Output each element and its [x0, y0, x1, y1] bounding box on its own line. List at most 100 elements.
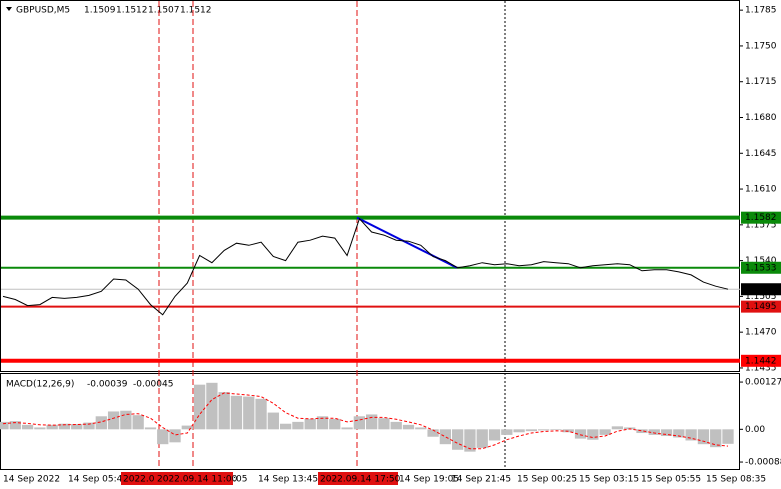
- macd-bar: [292, 421, 304, 430]
- ohlc-value: 1.1512: [180, 6, 212, 16]
- macd-bar: [538, 429, 550, 431]
- macd-bar: [329, 418, 341, 430]
- indicator-value: -0.00039: [87, 380, 128, 390]
- macd-bar: [574, 429, 587, 439]
- macd-bar: [353, 416, 365, 430]
- level-box: [741, 354, 781, 367]
- y-tick-label: 1.1505: [745, 292, 777, 302]
- y-tick-label: 1.1610: [745, 185, 777, 195]
- macd-bar: [181, 425, 193, 430]
- y-tick-label: 1.1435: [745, 363, 777, 373]
- macd-bar: [513, 429, 525, 433]
- macd-bar: [157, 429, 169, 445]
- macd-bar: [279, 423, 292, 430]
- marker-label-box: [155, 472, 233, 485]
- current-price-label: 1.1512: [745, 285, 777, 295]
- macd-bar: [255, 398, 267, 430]
- y-tick-label: 1.1645: [745, 149, 777, 159]
- marker-label-box: [121, 472, 158, 485]
- indicator-title: MACD(12,26,9): [6, 380, 74, 390]
- macd-bar: [83, 422, 95, 430]
- y-tick-label: 1.1715: [745, 77, 777, 87]
- macd-bar: [587, 429, 599, 440]
- level-label: 1.1442: [745, 356, 777, 366]
- y-tick-label: 1.1680: [745, 113, 777, 123]
- x-tick-label: :05: [233, 475, 247, 485]
- macd-bar: [685, 429, 697, 441]
- macd-bar: [193, 384, 206, 430]
- marker-label-box: [318, 472, 398, 485]
- x-tick-label: 14 Sep 2022: [3, 475, 60, 485]
- y-tick-label: 0.00127: [745, 378, 781, 388]
- macd-bar: [144, 427, 157, 430]
- y-tick-label: 1.1575: [745, 220, 777, 230]
- macd-bar: [402, 424, 415, 430]
- macd-bar: [697, 429, 710, 445]
- marker-label: 2022.09.14 17:50: [320, 475, 401, 485]
- price-frame: [0, 0, 740, 372]
- level-label: 1.1533: [745, 263, 777, 273]
- macd-bar: [415, 427, 427, 430]
- x-tick-label: 15 Sep 03:15: [579, 475, 639, 485]
- macd-bar: [611, 426, 624, 430]
- macd-bar: [21, 424, 34, 430]
- macd-bar: [218, 392, 230, 430]
- x-tick-label: 14 Sep 13:45: [258, 475, 318, 485]
- macd-bar: [648, 429, 660, 435]
- x-tick-label: 15 Sep 08:35: [706, 475, 766, 485]
- price-line: [2, 217, 729, 316]
- macd-bar: [378, 418, 390, 430]
- current-price-box: [741, 283, 781, 296]
- x-tick-label: 14 Sep 21:45: [451, 475, 511, 485]
- macd-bar: [132, 415, 144, 430]
- macd-bar: [0, 421, 9, 430]
- macd-bar: [58, 423, 71, 430]
- y-tick-label: 1.1540: [745, 256, 777, 266]
- ohlc-value: 1.1509: [84, 6, 116, 16]
- macd-bar: [107, 411, 120, 430]
- macd-bar: [488, 429, 501, 441]
- x-tick-label: 15 Sep 00:25: [517, 475, 577, 485]
- macd-bar: [366, 414, 378, 430]
- macd-bar: [390, 421, 402, 430]
- macd-bar: [599, 429, 611, 435]
- macd-bar: [476, 429, 488, 448]
- macd-bar: [267, 412, 279, 430]
- macd-bar: [341, 427, 353, 430]
- macd-bar: [710, 429, 722, 448]
- marker-label: 2022.0: [123, 475, 155, 485]
- macd-bar: [169, 429, 181, 443]
- macd-bar: [34, 427, 46, 430]
- level-label: 1.1582: [745, 213, 777, 223]
- y-tick-label: -0.00088: [745, 458, 781, 468]
- x-tick-label: 14 Sep 19:05: [399, 475, 459, 485]
- macd-bar: [243, 396, 255, 430]
- macd-bar: [71, 424, 83, 430]
- level-box: [741, 300, 781, 313]
- symbol-title: GBPUSD,M5: [16, 6, 70, 16]
- level-box: [741, 211, 781, 224]
- macd-bar: [439, 429, 452, 445]
- macd-bar: [525, 429, 538, 432]
- macd-bar: [550, 429, 562, 431]
- macd-bar: [230, 395, 243, 430]
- level-box: [741, 261, 781, 274]
- y-tick-label: 1.1785: [745, 6, 777, 16]
- macd-bar: [660, 429, 673, 437]
- marker-label: 2022.09.14 11:00: [157, 475, 238, 485]
- macd-bar: [501, 429, 513, 435]
- y-tick-label: 1.1750: [745, 41, 777, 51]
- macd-bar: [206, 382, 218, 430]
- macd-bar: [464, 429, 476, 452]
- y-tick-label: 0.00: [745, 425, 765, 435]
- macd-bar: [304, 418, 316, 430]
- macd-bar: [95, 416, 107, 430]
- macd-bar: [636, 429, 648, 434]
- level-label: 1.1495: [745, 302, 777, 312]
- macd-bar: [120, 410, 132, 430]
- macd-bar: [9, 421, 21, 430]
- macd-bar: [722, 429, 734, 444]
- indicator-value: -0.00045: [133, 380, 173, 390]
